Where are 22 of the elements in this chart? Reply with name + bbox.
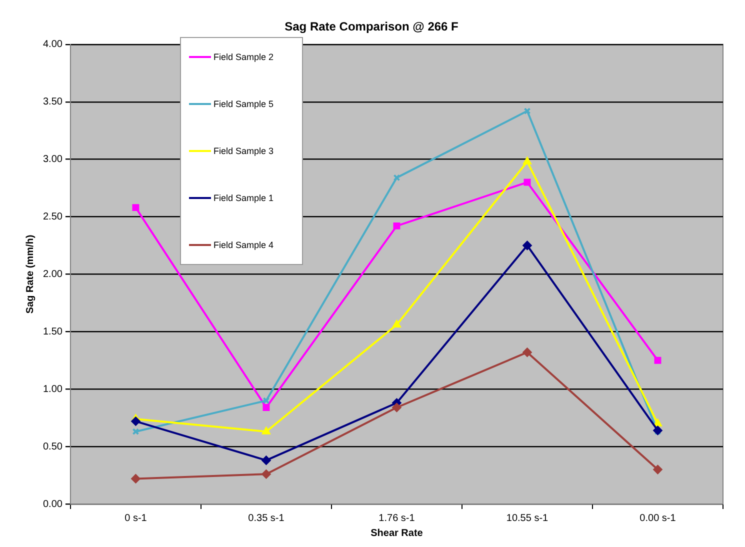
legend-label: Field Sample 5 bbox=[213, 99, 274, 110]
y-tick-label: 3.50 bbox=[42, 96, 63, 108]
x-tick-label: 10.55 s-1 bbox=[506, 512, 549, 524]
y-axis-title: Sag Rate (mm/h) bbox=[24, 234, 36, 314]
y-tick-label: 2.00 bbox=[42, 268, 63, 280]
y-tick-label: 1.00 bbox=[42, 384, 63, 395]
y-tick-label: 1.50 bbox=[42, 326, 63, 338]
chart-title: Sag Rate Comparison @ 266 F bbox=[284, 20, 458, 34]
x-tick-label: 0.35 s-1 bbox=[248, 512, 285, 524]
y-tick-label: 2.50 bbox=[42, 212, 63, 222]
legend-label: Field Sample 3 bbox=[213, 146, 274, 156]
y-tick-label: 4.00 bbox=[42, 39, 63, 50]
x-tick-label: 1.76 s-1 bbox=[378, 512, 416, 524]
legend-label: Field Sample 1 bbox=[213, 193, 274, 204]
legend-label: Field Sample 4 bbox=[213, 240, 274, 250]
legend-label: Field Sample 2 bbox=[213, 52, 274, 62]
y-tick-label: 0.00 bbox=[42, 498, 63, 510]
x-tick-label: 0 s-1 bbox=[124, 512, 148, 524]
y-tick-label: 3.00 bbox=[42, 154, 63, 166]
x-axis-title: Shear Rate bbox=[370, 528, 424, 539]
y-tick-label: 0.50 bbox=[42, 441, 63, 452]
x-tick-label: 0.00 s-1 bbox=[640, 512, 676, 524]
